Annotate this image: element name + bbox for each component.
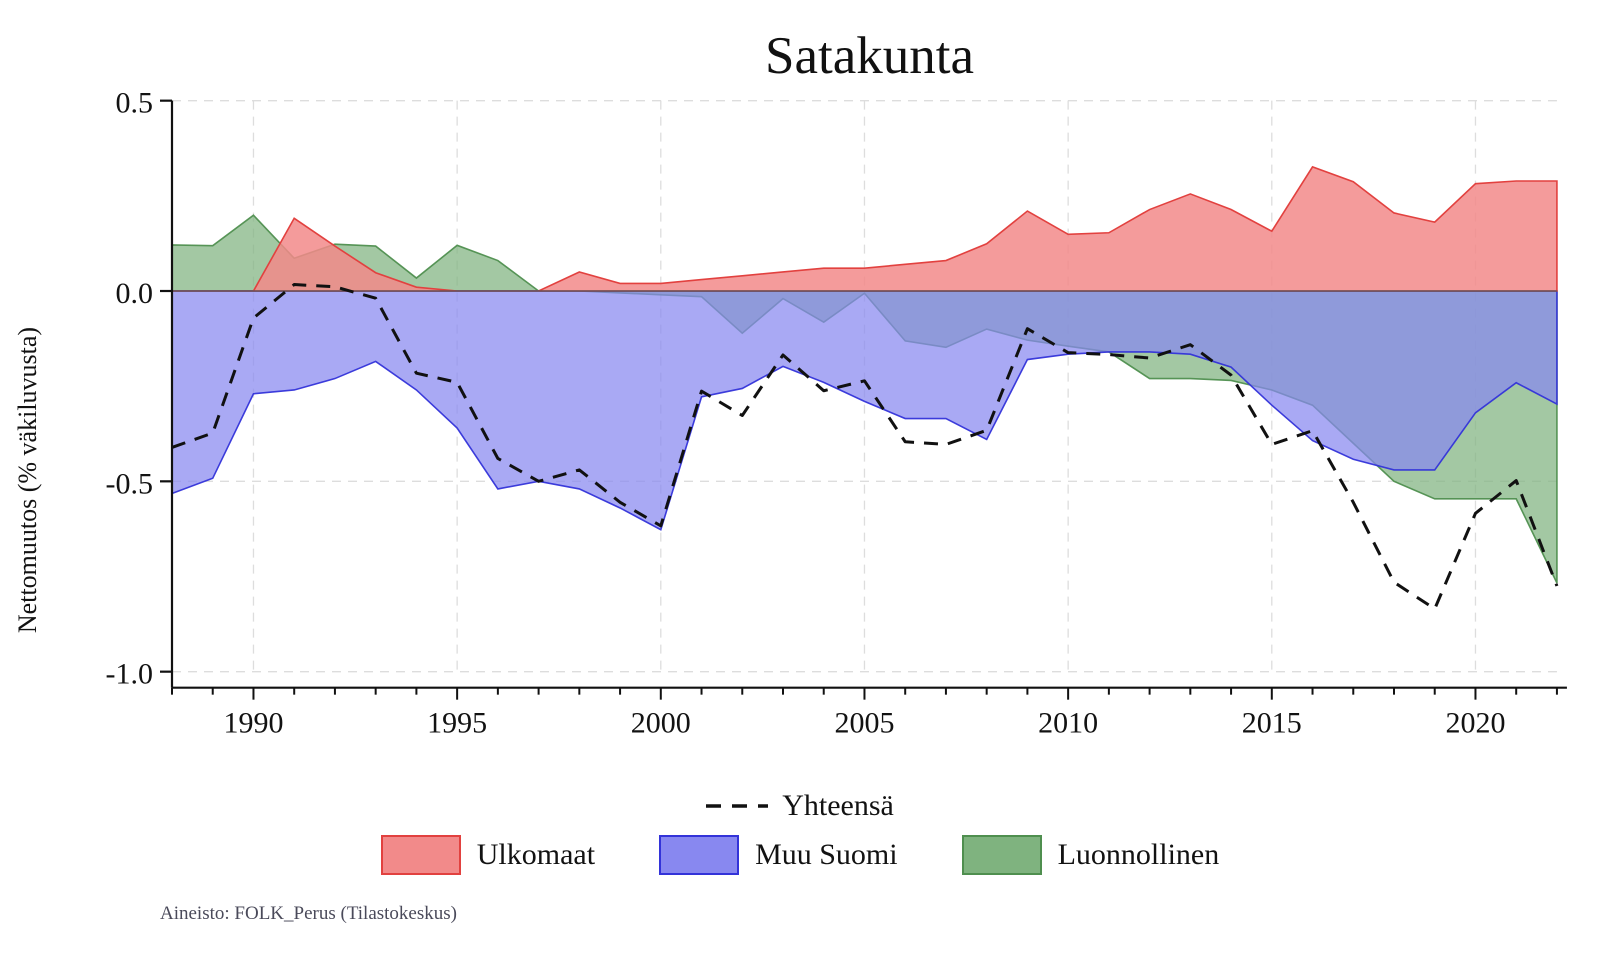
svg-text:1995: 1995 (427, 707, 487, 740)
svg-text:2020: 2020 (1445, 707, 1505, 740)
svg-text:2015: 2015 (1242, 707, 1302, 740)
svg-text:-1.0: -1.0 (106, 658, 154, 691)
svg-text:-0.5: -0.5 (106, 467, 154, 500)
svg-text:2005: 2005 (834, 707, 894, 740)
svg-text:2010: 2010 (1038, 707, 1098, 740)
svg-text:2000: 2000 (631, 707, 691, 740)
svg-text:0.5: 0.5 (116, 87, 154, 120)
svg-text:0.0: 0.0 (116, 277, 154, 310)
svg-text:1990: 1990 (223, 707, 283, 740)
